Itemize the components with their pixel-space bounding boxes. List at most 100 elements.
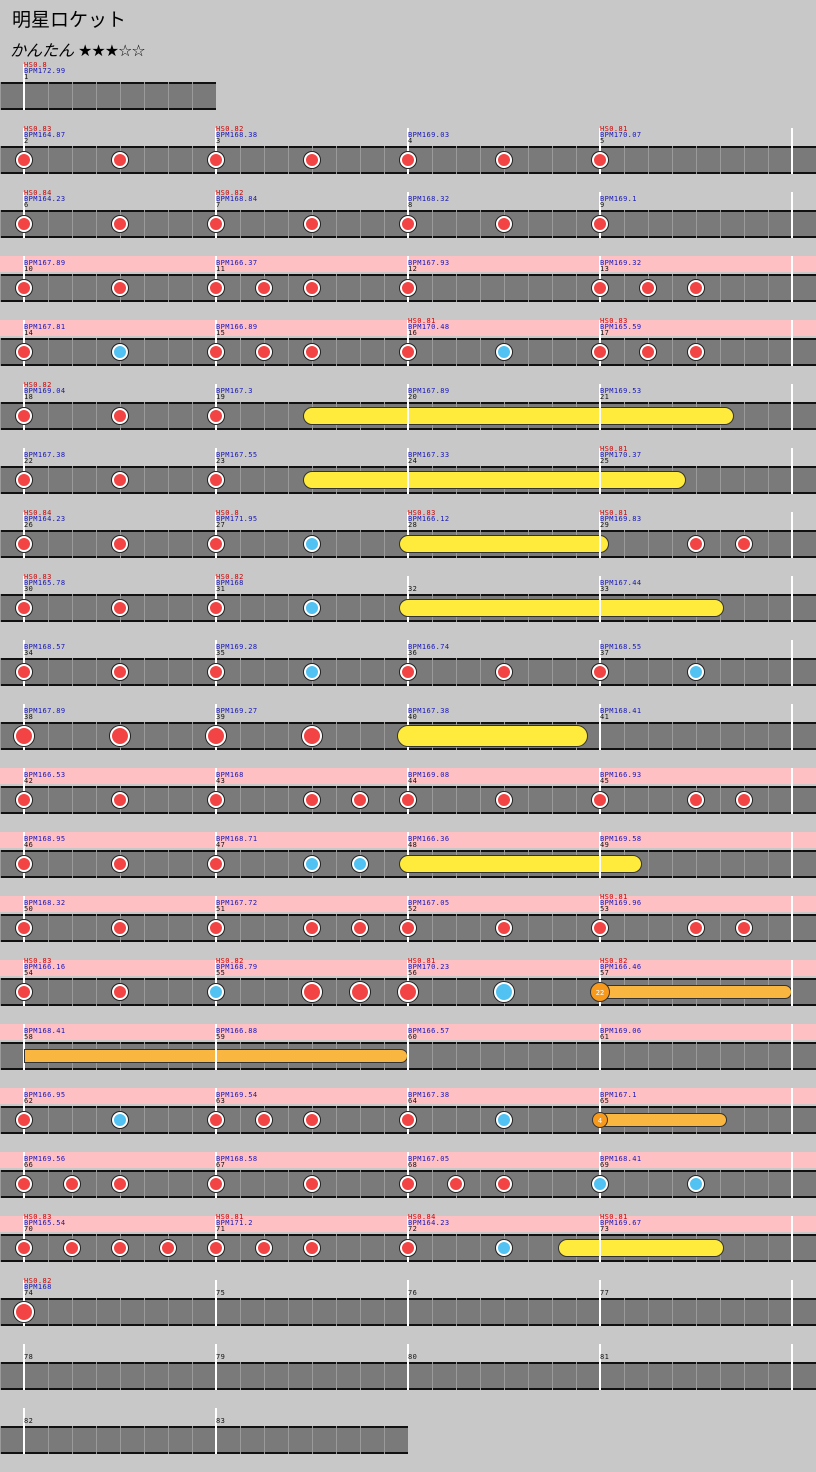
measure-number: 34 — [24, 649, 34, 657]
beat-line — [0, 1170, 1, 1198]
bpm-label: BPM168.32 — [408, 195, 450, 203]
don-note — [16, 920, 32, 936]
hs-change-label: HS0.81 — [600, 125, 628, 133]
beat-line — [480, 210, 481, 238]
beat-line — [648, 786, 649, 814]
measure-line — [791, 1088, 793, 1134]
beat-line — [48, 594, 49, 622]
don-note — [400, 1176, 416, 1192]
bpm-label: BPM164.23 — [408, 1219, 450, 1227]
beat-line — [696, 146, 697, 174]
beat-line — [384, 1426, 385, 1454]
beat-line — [624, 1042, 625, 1070]
measure-number: 72 — [408, 1225, 418, 1233]
beat-line — [192, 850, 193, 878]
beat-line — [336, 594, 337, 622]
measure-label: HS0.81 BPM170.37 25 — [600, 445, 642, 465]
measure-number: 67 — [216, 1161, 226, 1169]
measure-label: BPM169.32 13 — [600, 254, 642, 273]
beat-line — [552, 274, 553, 302]
measure-line — [791, 1152, 793, 1198]
bpm-label: BPM166.88 — [216, 1027, 258, 1035]
bpm-label: BPM166.53 — [24, 771, 66, 779]
bpm-label: BPM168.41 — [24, 1027, 66, 1035]
beat-line — [648, 1170, 649, 1198]
beat-line — [264, 1362, 265, 1390]
bpm-label: BPM167.93 — [408, 259, 450, 267]
beat-line — [72, 210, 73, 238]
don-note — [352, 920, 368, 936]
measure-line — [215, 512, 217, 558]
measure-number: 22 — [24, 457, 34, 465]
beat-line — [72, 914, 73, 942]
chart-row: HS0.83 BPM165.78 30 HS0.82 BPM168 31 32 BPM16… — [0, 574, 816, 640]
beat-line — [384, 1170, 385, 1198]
beat-line — [48, 850, 49, 878]
beat-line — [672, 146, 673, 174]
beat-line — [720, 722, 721, 750]
chart-row: 78 79 80 81 — [0, 1344, 816, 1408]
beat-line — [192, 146, 193, 174]
beat-line — [672, 786, 673, 814]
don-note — [208, 408, 224, 424]
don-note — [112, 600, 128, 616]
beat-line — [552, 210, 553, 238]
hs-change-label: HS0.82 — [216, 957, 244, 965]
don-note — [16, 536, 32, 552]
don-note — [208, 536, 224, 552]
beat-line — [480, 978, 481, 1006]
measure-number: 48 — [408, 841, 418, 849]
don-note — [688, 280, 704, 296]
beat-line — [624, 914, 625, 942]
measure-number: 8 — [408, 201, 413, 209]
beat-line — [648, 722, 649, 750]
don-note — [400, 664, 416, 680]
beat-line — [72, 658, 73, 686]
measure-line — [215, 576, 217, 622]
measure-label: BPM169.06 61 — [600, 1022, 642, 1041]
bpm-label: BPM169.28 — [216, 643, 258, 651]
beat-line — [96, 82, 97, 110]
beat-line — [432, 274, 433, 302]
don-note — [16, 856, 32, 872]
beat-line — [384, 1106, 385, 1134]
don-note — [16, 1176, 32, 1192]
measure-label: BPM167.89 10 — [24, 254, 66, 273]
don-note — [112, 216, 128, 232]
beat-line — [720, 786, 721, 814]
beat-line — [432, 1042, 433, 1070]
bpm-label: BPM170.48 — [408, 323, 450, 331]
don-note — [16, 600, 32, 616]
don-note — [736, 920, 752, 936]
beat-line — [96, 1106, 97, 1134]
measure-label: BPM167.89 20 — [408, 382, 450, 401]
beat-line — [384, 146, 385, 174]
measure-line — [23, 1152, 25, 1198]
measure-label: HS0.82 BPM169.04 18 — [24, 382, 66, 401]
measure-line — [215, 128, 217, 174]
measure-number: 20 — [408, 393, 418, 401]
hs-change-label: HS0.81 — [600, 445, 628, 453]
beat-line — [336, 1362, 337, 1390]
ka-note — [592, 1176, 608, 1192]
measure-label: BPM166.74 36 — [408, 638, 450, 657]
beat-line — [696, 210, 697, 238]
don-note — [304, 280, 320, 296]
don-note — [400, 792, 416, 808]
beat-line — [528, 146, 529, 174]
measure-number: 66 — [24, 1161, 34, 1169]
measure-number: 23 — [216, 457, 226, 465]
beat-line — [0, 530, 1, 558]
beat-line — [240, 466, 241, 494]
beat-line — [0, 1106, 1, 1134]
measure-line — [215, 1280, 217, 1326]
measure-number: 29 — [600, 521, 610, 529]
beat-line — [456, 914, 457, 942]
beat-line — [672, 1042, 673, 1070]
beat-line — [48, 658, 49, 686]
measure-number: 13 — [600, 265, 610, 273]
beat-line — [288, 722, 289, 750]
beat-line — [288, 466, 289, 494]
measure-line — [599, 448, 601, 494]
beat-line — [168, 1106, 169, 1134]
